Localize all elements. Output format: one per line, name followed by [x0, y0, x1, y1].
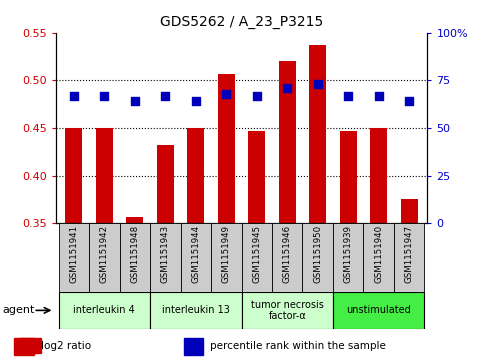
Bar [157, 145, 174, 223]
Text: GSM1151945: GSM1151945 [252, 225, 261, 284]
Title: GDS5262 / A_23_P3215: GDS5262 / A_23_P3215 [160, 15, 323, 29]
Bar [363, 223, 394, 292]
Text: GSM1151944: GSM1151944 [191, 225, 200, 284]
Bar [89, 223, 120, 292]
Bar [394, 223, 425, 292]
Bar [14, 338, 34, 355]
Text: GSM1151948: GSM1151948 [130, 225, 139, 284]
Bar [181, 223, 211, 292]
Bar [187, 128, 204, 223]
Point [314, 81, 322, 87]
Point [131, 98, 139, 104]
Bar [242, 292, 333, 329]
Bar [333, 292, 425, 329]
Text: GSM1151942: GSM1151942 [100, 225, 109, 284]
Text: GDS5262 / A_23_P3215: GDS5262 / A_23_P3215 [48, 345, 65, 347]
Text: GSM1151950: GSM1151950 [313, 225, 322, 284]
Bar [333, 223, 363, 292]
Text: log2 ratio: log2 ratio [41, 341, 91, 351]
Text: GSM1151943: GSM1151943 [161, 225, 170, 284]
Text: GSM1151946: GSM1151946 [283, 225, 292, 284]
Bar [66, 128, 82, 223]
Bar [150, 223, 181, 292]
Point [284, 85, 291, 91]
Text: GSM1151940: GSM1151940 [374, 225, 383, 284]
Bar [340, 131, 356, 223]
Text: percentile rank within the sample: percentile rank within the sample [210, 341, 386, 351]
Bar [309, 45, 326, 223]
Text: unstimulated: unstimulated [346, 305, 411, 315]
Bar [127, 217, 143, 223]
Bar [120, 223, 150, 292]
Bar [218, 74, 235, 223]
Text: GSM1151939: GSM1151939 [344, 225, 353, 283]
Text: tumor necrosis
factor-α: tumor necrosis factor-α [251, 299, 324, 321]
Bar [401, 199, 417, 223]
Text: GSM1151947: GSM1151947 [405, 225, 413, 284]
Bar [242, 223, 272, 292]
Bar [184, 338, 203, 355]
Bar [150, 292, 242, 329]
Point [344, 93, 352, 98]
Point [222, 91, 230, 97]
Bar [58, 292, 150, 329]
Point [405, 98, 413, 104]
Point [192, 98, 199, 104]
Bar [19, 338, 41, 354]
Bar [302, 223, 333, 292]
Bar [370, 128, 387, 223]
Text: interleukin 13: interleukin 13 [162, 305, 230, 315]
Text: agent: agent [2, 305, 35, 315]
Bar [211, 223, 242, 292]
Bar [96, 128, 113, 223]
Point [253, 93, 261, 98]
Point [161, 93, 169, 98]
Bar [272, 223, 302, 292]
Bar [248, 131, 265, 223]
Point [70, 93, 78, 98]
Point [100, 93, 108, 98]
Bar [58, 223, 89, 292]
Point [375, 93, 383, 98]
Text: GSM1151949: GSM1151949 [222, 225, 231, 283]
Text: GSM1151941: GSM1151941 [70, 225, 78, 284]
Text: interleukin 4: interleukin 4 [73, 305, 135, 315]
Bar [279, 61, 296, 223]
